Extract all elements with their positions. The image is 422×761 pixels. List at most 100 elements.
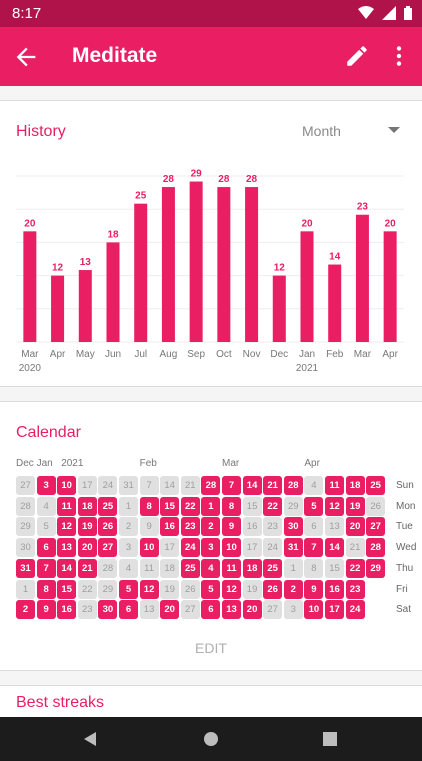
- calendar-day-cell[interactable]: 25: [263, 558, 283, 578]
- calendar-day-cell[interactable]: 26: [180, 579, 200, 599]
- calendar-day-cell[interactable]: 20: [345, 517, 365, 537]
- calendar-day-cell[interactable]: 13: [57, 538, 77, 558]
- more-vert-icon[interactable]: [386, 43, 412, 69]
- calendar-day-cell[interactable]: 10: [304, 600, 324, 620]
- calendar-day-cell[interactable]: 8: [304, 558, 324, 578]
- calendar-day-cell[interactable]: 3: [283, 600, 303, 620]
- calendar-day-cell[interactable]: 26: [98, 517, 118, 537]
- recents-square-icon[interactable]: [322, 731, 338, 747]
- calendar-day-cell[interactable]: 20: [242, 600, 262, 620]
- calendar-day-cell[interactable]: 27: [263, 600, 283, 620]
- calendar-day-cell[interactable]: 22: [180, 496, 200, 516]
- calendar-day-cell[interactable]: 13: [139, 600, 159, 620]
- calendar-day-cell[interactable]: 23: [345, 579, 365, 599]
- calendar-day-cell[interactable]: 11: [325, 476, 344, 495]
- calendar-day-cell[interactable]: 28: [98, 558, 118, 578]
- calendar-day-cell[interactable]: 19: [345, 496, 365, 516]
- calendar-day-cell[interactable]: 18: [77, 496, 97, 516]
- period-dropdown[interactable]: Month: [302, 123, 400, 143]
- calendar-day-cell[interactable]: 16: [57, 600, 77, 620]
- calendar-day-cell[interactable]: 21: [180, 476, 200, 495]
- calendar-day-cell[interactable]: 25: [366, 476, 386, 495]
- calendar-day-cell[interactable]: 2: [119, 517, 138, 537]
- calendar-day-cell[interactable]: 25: [98, 496, 118, 516]
- pencil-icon[interactable]: [344, 43, 370, 69]
- calendar-day-cell[interactable]: 28: [16, 496, 35, 516]
- calendar-day-cell[interactable]: 15: [325, 558, 344, 578]
- calendar-day-cell[interactable]: 27: [366, 517, 386, 537]
- calendar-day-cell[interactable]: 24: [180, 538, 200, 558]
- calendar-day-cell[interactable]: 10: [222, 538, 241, 558]
- calendar-day-cell[interactable]: 16: [160, 517, 180, 537]
- calendar-day-cell[interactable]: 14: [325, 538, 344, 558]
- calendar-day-cell[interactable]: 30: [16, 538, 35, 558]
- calendar-day-cell[interactable]: 1: [201, 496, 221, 516]
- calendar-day-cell[interactable]: 31: [283, 538, 303, 558]
- calendar-day-cell[interactable]: 24: [263, 538, 283, 558]
- calendar-day-cell[interactable]: 22: [263, 496, 283, 516]
- scroll-content[interactable]: History Month 20 Mar 2020 12 Apr 13 May 18 Jun 25…: [0, 86, 422, 717]
- calendar-day-cell[interactable]: 14: [160, 476, 180, 495]
- home-circle-icon[interactable]: [203, 731, 219, 747]
- calendar-day-cell[interactable]: 12: [57, 517, 77, 537]
- calendar-day-cell[interactable]: 16: [242, 517, 262, 537]
- calendar-day-cell[interactable]: 30: [283, 517, 303, 537]
- calendar-day-cell[interactable]: 11: [57, 496, 77, 516]
- calendar-day-cell[interactable]: 27: [180, 600, 200, 620]
- calendar-day-cell[interactable]: 23: [77, 600, 97, 620]
- calendar-day-cell[interactable]: 29: [366, 558, 386, 578]
- calendar-day-cell[interactable]: 24: [345, 600, 365, 620]
- calendar-day-cell[interactable]: 17: [160, 538, 180, 558]
- calendar-day-cell[interactable]: 21: [77, 558, 97, 578]
- calendar-day-cell[interactable]: 28: [366, 538, 386, 558]
- calendar-day-cell[interactable]: 11: [139, 558, 159, 578]
- calendar-day-cell[interactable]: 19: [160, 579, 180, 599]
- calendar-day-cell[interactable]: 5: [36, 517, 56, 537]
- calendar-day-cell[interactable]: 15: [57, 579, 77, 599]
- calendar-day-cell[interactable]: 5: [304, 496, 324, 516]
- calendar-day-cell[interactable]: 28: [201, 476, 221, 495]
- calendar-day-cell[interactable]: 1: [119, 496, 138, 516]
- calendar-day-cell[interactable]: 29: [16, 517, 35, 537]
- calendar-day-cell[interactable]: 5: [119, 579, 138, 599]
- calendar-day-cell[interactable]: 9: [222, 517, 241, 537]
- calendar-day-cell[interactable]: 7: [36, 558, 56, 578]
- calendar-day-cell[interactable]: 20: [160, 600, 180, 620]
- calendar-day-cell[interactable]: 17: [242, 538, 262, 558]
- calendar-day-cell[interactable]: 13: [222, 600, 241, 620]
- calendar-day-cell[interactable]: 2: [16, 600, 35, 620]
- calendar-day-cell[interactable]: 7: [222, 476, 241, 495]
- calendar-day-cell[interactable]: 23: [263, 517, 283, 537]
- calendar-day-cell[interactable]: 10: [139, 538, 159, 558]
- calendar-day-cell[interactable]: 21: [345, 538, 365, 558]
- calendar-day-cell[interactable]: 17: [325, 600, 344, 620]
- calendar-day-cell[interactable]: 16: [325, 579, 344, 599]
- calendar-day-cell[interactable]: 29: [283, 496, 303, 516]
- calendar-day-cell[interactable]: 20: [77, 538, 97, 558]
- calendar-day-cell[interactable]: 21: [263, 476, 283, 495]
- calendar-day-cell[interactable]: 19: [77, 517, 97, 537]
- calendar-day-cell[interactable]: 22: [345, 558, 365, 578]
- calendar-day-cell[interactable]: 25: [180, 558, 200, 578]
- edit-button[interactable]: EDIT: [195, 640, 227, 656]
- calendar-day-cell[interactable]: 8: [36, 579, 56, 599]
- calendar-day-cell[interactable]: 14: [242, 476, 262, 495]
- calendar-day-cell[interactable]: 9: [36, 600, 56, 620]
- calendar-day-cell[interactable]: 4: [36, 496, 56, 516]
- calendar-day-cell[interactable]: 8: [222, 496, 241, 516]
- calendar-day-cell[interactable]: 1: [283, 558, 303, 578]
- calendar-day-cell[interactable]: 27: [98, 538, 118, 558]
- back-triangle-icon[interactable]: [82, 731, 98, 747]
- calendar-day-cell[interactable]: 6: [36, 538, 56, 558]
- calendar-day-cell[interactable]: 2: [283, 579, 303, 599]
- calendar-day-cell[interactable]: 3: [119, 538, 138, 558]
- calendar-day-cell[interactable]: 22: [77, 579, 97, 599]
- calendar-day-cell[interactable]: 29: [98, 579, 118, 599]
- calendar-day-cell[interactable]: 11: [222, 558, 241, 578]
- calendar-day-cell[interactable]: 26: [263, 579, 283, 599]
- calendar-day-cell[interactable]: 6: [304, 517, 324, 537]
- calendar-day-cell[interactable]: 1: [16, 579, 35, 599]
- calendar-day-cell[interactable]: 27: [16, 476, 35, 495]
- calendar-day-cell[interactable]: 18: [160, 558, 180, 578]
- calendar-day-cell[interactable]: 6: [201, 600, 221, 620]
